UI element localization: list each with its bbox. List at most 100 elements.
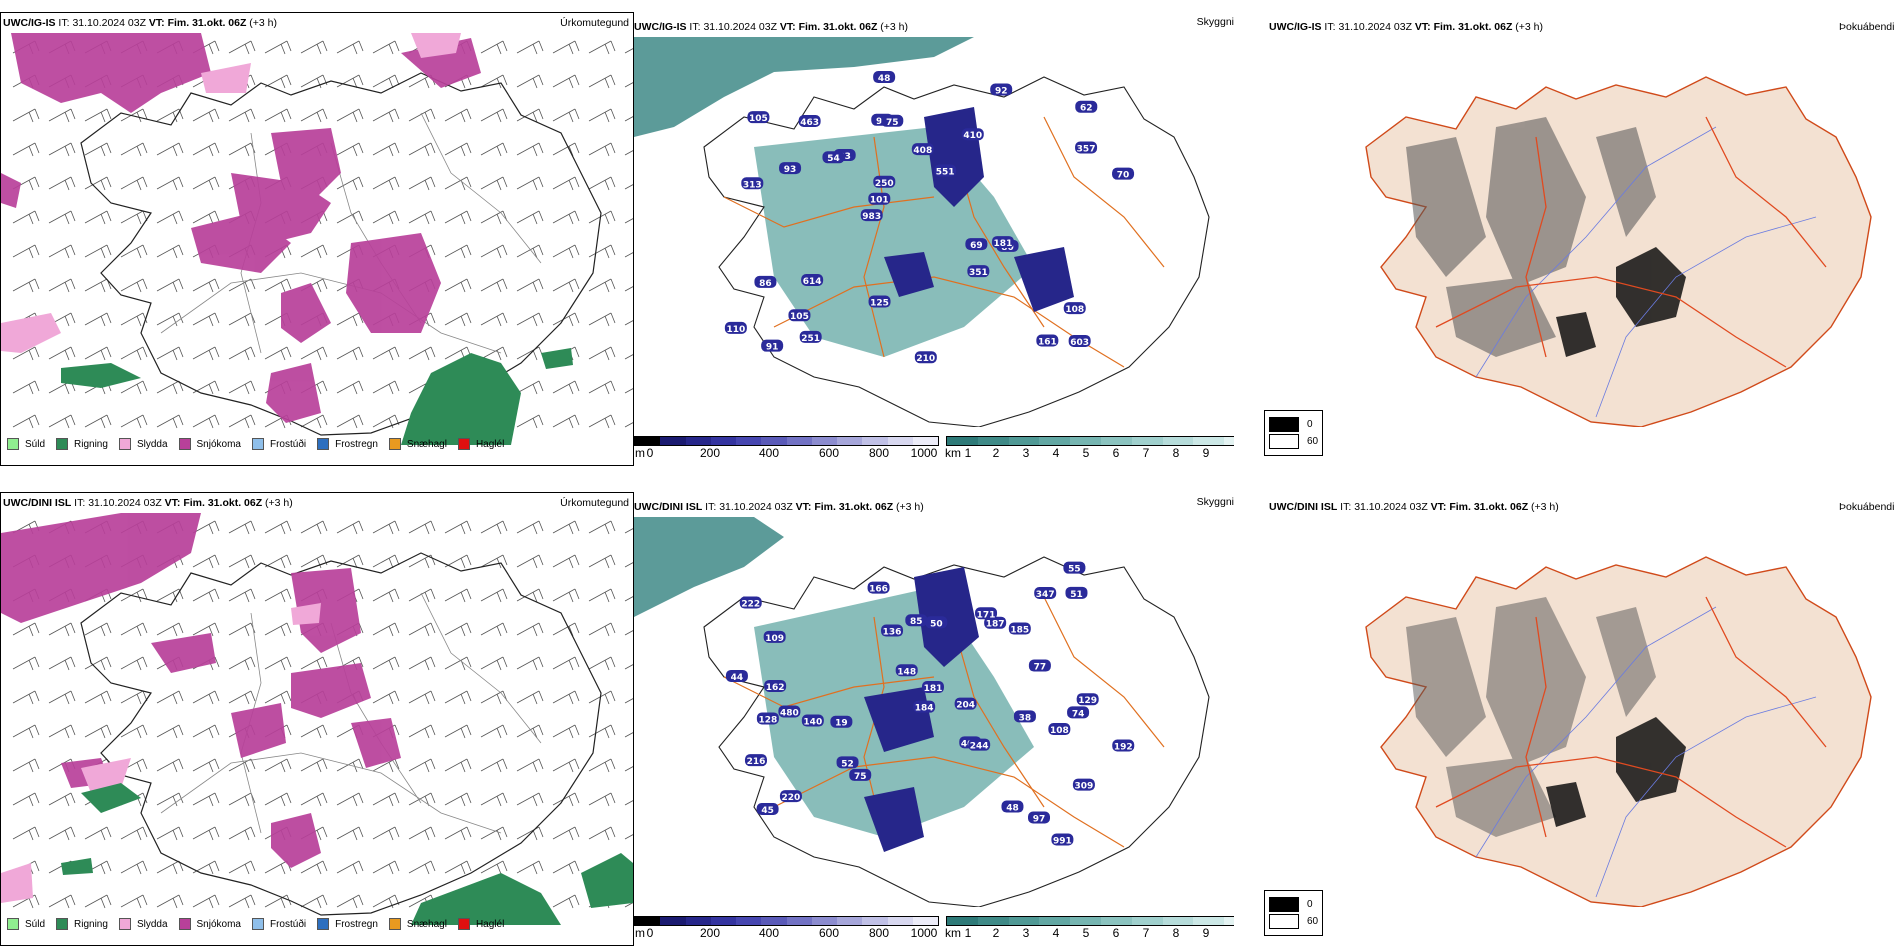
station-value: 52	[841, 759, 854, 769]
station-badge	[764, 679, 787, 692]
station-value: 75	[886, 118, 899, 128]
station-badge	[822, 151, 845, 164]
station-value: 614	[803, 277, 822, 287]
station-value: 251	[801, 334, 820, 344]
station-badge	[1034, 586, 1057, 599]
station-badge	[1076, 693, 1099, 706]
station-badge	[968, 738, 991, 751]
visibility-scale: km 1 2 3 4 5 6 7 8 9 10	[945, 436, 1234, 460]
station-value: 220	[782, 793, 801, 803]
tick-label: 4	[1052, 446, 1060, 460]
station-value: 50	[930, 619, 943, 629]
legend-item: Frostúði	[251, 438, 306, 450]
precip-panel-title: UWC/DINI ISL IT: 31.10.2024 03Z VT: Fim.…	[3, 497, 293, 509]
station-badge	[761, 339, 784, 352]
fog-panel-title: UWC/DINI ISL IT: 31.10.2024 03Z VT: Fim.…	[1269, 501, 1559, 513]
station-value: 101	[870, 196, 889, 206]
legend-item: Rigning	[56, 918, 108, 930]
fog-legend: 0 60	[1264, 410, 1324, 456]
station-badge	[965, 238, 988, 251]
tick-label: 1	[964, 926, 972, 940]
station-value: 171	[977, 610, 996, 620]
tick-label: 400	[758, 926, 780, 940]
tick-label: 200	[699, 446, 721, 460]
precip-legend: Súld Rigning Slydda Snjókoma Frostúði Fr…	[7, 918, 515, 930]
tick-label: 4	[1052, 926, 1060, 940]
station-badge	[744, 754, 767, 767]
legend-item: Slydda	[118, 918, 168, 930]
station-value: 148	[897, 667, 916, 677]
visibility-label: Skyggni	[1196, 16, 1234, 28]
station-badge	[739, 596, 762, 609]
tick-label: 1	[964, 446, 972, 460]
precip-type-map	[1, 33, 633, 445]
fog-dense	[1546, 717, 1686, 827]
station-badge	[868, 295, 891, 308]
precip-panel-row2: UWC/DINI ISL IT: 31.10.2024 03Z VT: Fim.…	[0, 492, 634, 946]
fog-panel-title: UWC/IG-IS IT: 31.10.2024 03Z VT: Fim. 31…	[1269, 21, 1544, 33]
elevation-high-areas	[884, 107, 1074, 312]
station-value: 44	[731, 673, 744, 683]
station-value: 351	[969, 268, 988, 278]
station-value: 244	[970, 742, 989, 752]
sleet-areas	[1, 33, 461, 353]
station-badge	[873, 71, 896, 84]
station-value: 86	[759, 279, 772, 289]
station-value: 19	[835, 719, 848, 729]
tick-label: 1000	[910, 446, 938, 460]
precip-type-label: Úrkomutegund	[560, 17, 629, 29]
tick-label: 8	[1172, 446, 1180, 460]
station-value: 69	[970, 241, 983, 251]
visibility-scale: km 1 2 3 4 5 6 7 8 9 10	[945, 916, 1234, 940]
station-badge	[725, 669, 748, 682]
station-value: 603	[1070, 338, 1089, 348]
station-badge	[1048, 723, 1071, 736]
tick-label: 7	[1142, 446, 1150, 460]
station-value: 62	[1080, 104, 1093, 114]
station-badge	[881, 114, 904, 127]
station-value: 77	[1034, 663, 1047, 673]
tick-label: 0	[646, 926, 654, 940]
elevation-colorbar	[634, 436, 939, 446]
tick-label: 400	[758, 446, 780, 460]
station-badge	[1075, 100, 1098, 113]
station-value: 93	[784, 165, 797, 175]
station-badge	[961, 128, 984, 141]
station-value: 551	[936, 168, 955, 178]
snow-areas	[1, 513, 401, 868]
station-value: 45	[761, 806, 774, 816]
station-badge	[1013, 710, 1036, 723]
tick-label: 600	[818, 446, 840, 460]
station-badge	[975, 607, 998, 620]
legend-item: Snjókoma	[178, 918, 241, 930]
station-badge	[830, 715, 853, 728]
scale-unit: m	[635, 926, 645, 940]
tick-label: 6	[1112, 926, 1120, 940]
elevation-colorbar	[634, 916, 939, 926]
station-value: 309	[1075, 782, 1094, 792]
tick-label: 1000	[910, 926, 938, 940]
visibility-colorbar	[946, 916, 1234, 926]
station-badge	[881, 624, 904, 637]
tick-label: 9	[1202, 446, 1210, 460]
tick-label: 6	[1112, 446, 1120, 460]
fog-shading	[1406, 117, 1656, 357]
station-badge	[860, 209, 883, 222]
elevation-scale: m 0 200 400 600 800 1000	[634, 436, 939, 460]
legend-item: Rigning	[56, 438, 108, 450]
station-value: 313	[743, 180, 762, 190]
station-value: 216	[747, 757, 766, 767]
station-value: 187	[986, 620, 1005, 630]
tick-label: 3	[1022, 926, 1030, 940]
station-value: 408	[913, 146, 932, 156]
station-value: 357	[1077, 144, 1096, 154]
station-value: 97	[1033, 814, 1046, 824]
legend-item: Frostregn	[317, 918, 378, 930]
legend-item: Snæhagl	[388, 918, 447, 930]
visibility-label: Skyggni	[1196, 496, 1234, 508]
fog-map	[1365, 556, 1872, 907]
station-badge	[1028, 811, 1051, 824]
station-value: 91	[766, 343, 779, 353]
station-value: 48	[1006, 804, 1019, 814]
legend-item: Súld	[7, 438, 45, 450]
